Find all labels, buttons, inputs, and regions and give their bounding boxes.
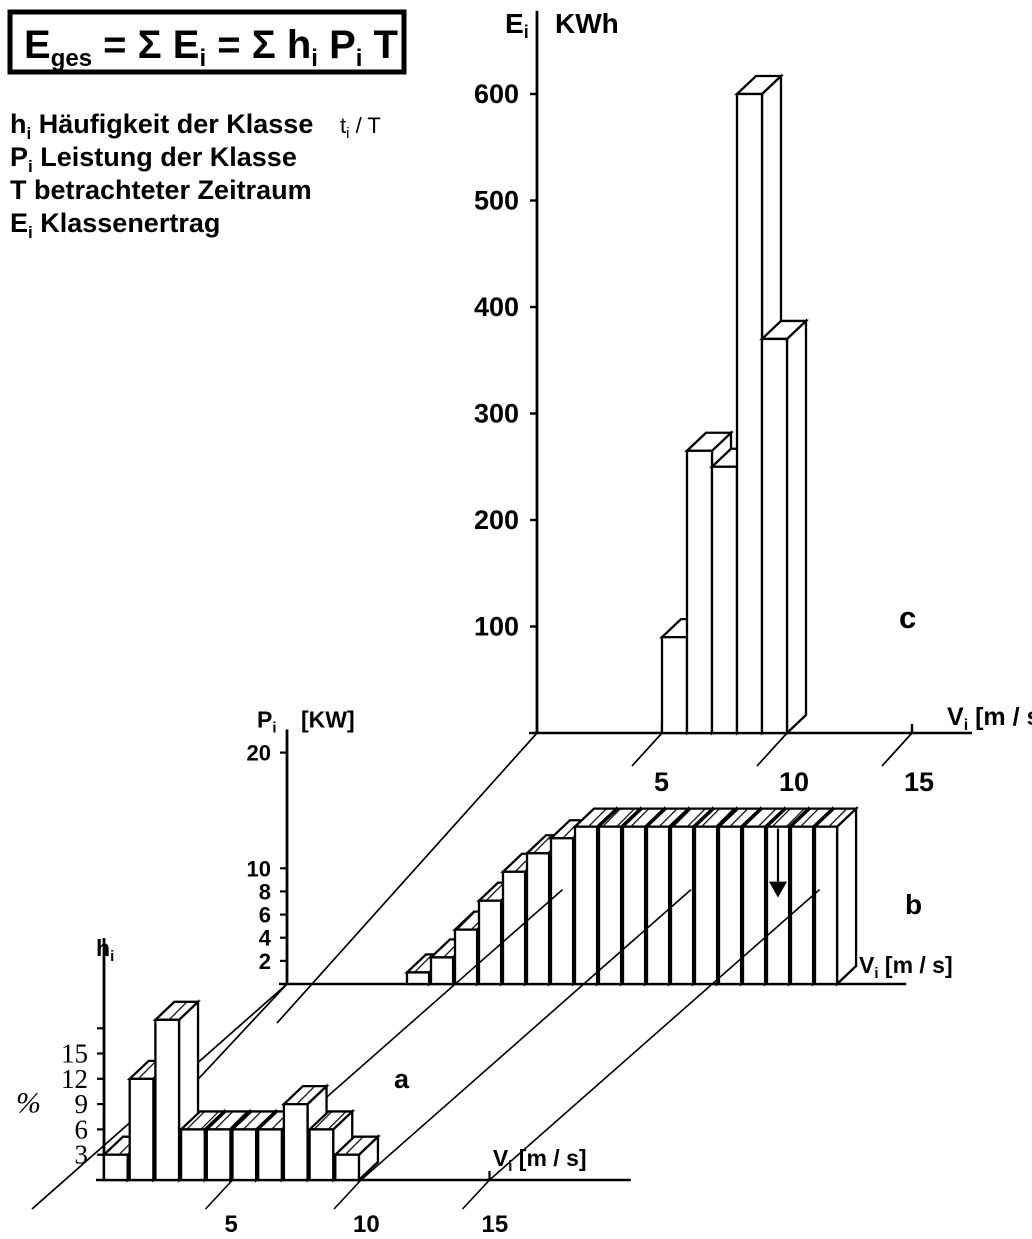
svg-text:a: a — [394, 1064, 410, 1094]
svg-text:5: 5 — [654, 767, 669, 797]
svg-text:500: 500 — [474, 186, 519, 216]
svg-text:KWh: KWh — [555, 8, 619, 39]
svg-text:b: b — [905, 889, 922, 920]
svg-text:ti / T: ti / T — [340, 113, 381, 142]
svg-text:Vi [m / s]: Vi [m / s] — [947, 703, 1032, 734]
svg-text:hi Häufigkeit der Klasse: hi Häufigkeit der Klasse — [10, 109, 313, 143]
svg-text:600: 600 — [474, 79, 519, 109]
svg-text:20: 20 — [247, 741, 271, 766]
svg-text:6: 6 — [259, 903, 271, 928]
svg-text:10: 10 — [247, 856, 271, 881]
svg-text:200: 200 — [474, 505, 519, 535]
svg-text:Pi Leistung der Klasse: Pi Leistung der Klasse — [10, 142, 297, 176]
svg-text:Vi [m / s]: Vi [m / s] — [493, 1145, 587, 1175]
svg-text:2: 2 — [259, 949, 271, 974]
svg-text:hi: hi — [96, 935, 114, 965]
svg-text:15: 15 — [482, 1211, 509, 1238]
svg-text:4: 4 — [259, 926, 272, 951]
svg-text:100: 100 — [474, 612, 519, 642]
svg-text:c: c — [899, 600, 916, 635]
svg-text:Ei: Ei — [505, 8, 529, 42]
svg-text:Vi [m / s]: Vi [m / s] — [859, 952, 953, 982]
svg-text:T betrachteter Zeitraum: T betrachteter Zeitraum — [10, 175, 312, 205]
svg-text:%: % — [16, 1087, 41, 1120]
svg-text:Ei Klassenertrag: Ei Klassenertrag — [10, 208, 220, 242]
svg-text:15: 15 — [61, 1039, 88, 1069]
svg-text:15: 15 — [904, 767, 934, 797]
svg-text:10: 10 — [353, 1211, 380, 1238]
svg-text:400: 400 — [474, 292, 519, 322]
svg-text:Eges = Σ Ei = Σ hi Pi T: Eges = Σ Ei = Σ hi Pi T — [24, 23, 398, 72]
svg-text:[KW]: [KW] — [301, 707, 355, 733]
svg-text:10: 10 — [779, 767, 809, 797]
svg-text:5: 5 — [225, 1211, 238, 1238]
svg-text:Pi: Pi — [257, 707, 277, 737]
svg-text:300: 300 — [474, 399, 519, 429]
svg-text:8: 8 — [259, 879, 271, 904]
